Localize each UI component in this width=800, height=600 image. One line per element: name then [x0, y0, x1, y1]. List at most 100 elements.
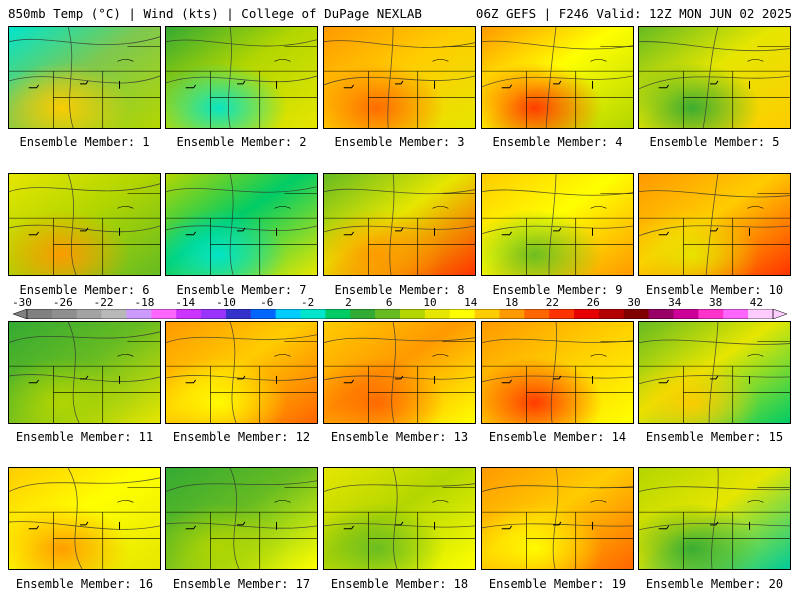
ensemble-map-8: [323, 173, 476, 276]
colorbar-swatch: [176, 309, 202, 319]
ensemble-map-12: [165, 321, 318, 424]
colorbar-tick-label: -2: [300, 296, 315, 309]
colorbar-tick-label: 42: [749, 296, 764, 309]
colorbar-tick-label: 6: [385, 296, 393, 309]
wind-barbs: [343, 80, 436, 89]
ensemble-map-15: [638, 321, 791, 424]
wind-barbs: [501, 521, 594, 530]
colorbar-tick-label: 10: [423, 296, 437, 309]
temperature-colorbar: [13, 309, 787, 319]
member-caption-10: Ensemble Member: 10: [645, 283, 784, 297]
colorbar-swatch: [350, 309, 376, 319]
member-caption-11: Ensemble Member: 11: [15, 430, 154, 444]
state-borders: [166, 46, 317, 128]
state-borders: [324, 193, 475, 275]
member-caption-12: Ensemble Member: 12: [172, 430, 311, 444]
height-contours: [639, 322, 790, 423]
member-caption-16: Ensemble Member: 16: [15, 577, 154, 591]
colorbar-swatch: [300, 309, 326, 319]
height-contours: [166, 27, 317, 128]
colorbar-swatch: [424, 309, 451, 319]
wind-barbs: [501, 227, 594, 236]
member-caption-7: Ensemble Member: 7: [176, 283, 307, 297]
height-contours: [639, 27, 790, 128]
ensemble-map-17: [165, 467, 318, 570]
colorbar-swatch: [549, 309, 575, 319]
wind-barbs: [185, 521, 278, 530]
colorbar-tick-label: -14: [175, 296, 196, 309]
warm-core: [324, 322, 475, 423]
ensemble-map-9: [481, 173, 634, 276]
state-borders: [9, 341, 160, 423]
colorbar-tick-label: -30: [12, 296, 32, 309]
colorbar-swatch: [748, 309, 774, 319]
state-borders: [9, 46, 160, 128]
colorbar-swatch: [598, 309, 625, 319]
ensemble-map-3: [323, 26, 476, 129]
chart-header-left: 850mb Temp (°C) | Wind (kts) | College o…: [8, 6, 422, 21]
state-borders: [166, 341, 317, 423]
colorbar-tick-label: -22: [93, 296, 114, 309]
warm-core: [166, 27, 317, 128]
height-contours: [324, 27, 475, 128]
colorbar-swatch: [250, 309, 276, 319]
height-contours: [166, 468, 317, 569]
chart-header-right: 06Z GEFS | F246 Valid: 12Z MON JUN 02 20…: [475, 6, 792, 21]
colorbar-tick-label: 14: [464, 296, 478, 309]
colorbar-tick-label: 2: [345, 296, 352, 309]
warm-core: [166, 322, 317, 423]
height-contours: [9, 27, 160, 128]
member-caption-4: Ensemble Member: 4: [492, 135, 623, 149]
colorbar-max-arrow: [772, 309, 787, 319]
warm-core: [9, 174, 160, 275]
state-borders: [9, 487, 160, 569]
ensemble-map-1: [8, 26, 161, 129]
colorbar-swatch: [27, 309, 53, 319]
warm-core: [9, 322, 160, 423]
colorbar-swatch: [524, 309, 550, 319]
height-contours: [166, 174, 317, 275]
member-caption-14: Ensemble Member: 14: [488, 430, 627, 444]
member-caption-17: Ensemble Member: 17: [172, 577, 311, 591]
colorbar-tick-label: -6: [260, 296, 274, 309]
colorbar-swatch: [325, 309, 351, 319]
colorbar-tick-label: 18: [504, 296, 519, 309]
ensemble-map-14: [481, 321, 634, 424]
member-caption-6: Ensemble Member: 6: [19, 283, 150, 297]
colorbar-swatch: [375, 309, 401, 319]
colorbar-tick-label: 22: [545, 296, 560, 309]
state-borders: [482, 46, 633, 128]
ensemble-map-13: [323, 321, 476, 424]
wind-barbs: [658, 80, 751, 89]
colorbar-swatch: [474, 309, 500, 319]
warm-core: [324, 27, 475, 128]
wind-barbs: [343, 521, 436, 530]
colorbar-swatch: [673, 309, 699, 319]
warm-core: [9, 468, 160, 569]
colorbar-swatch: [151, 309, 177, 319]
height-contours: [324, 174, 475, 275]
ensemble-map-4: [481, 26, 634, 129]
member-caption-18: Ensemble Member: 18: [330, 577, 469, 591]
colorbar-tick-label: -10: [216, 296, 236, 309]
state-borders: [639, 193, 790, 275]
height-contours: [324, 322, 475, 423]
member-caption-13: Ensemble Member: 13: [330, 430, 469, 444]
ensemble-map-18: [323, 467, 476, 570]
wind-barbs: [501, 80, 594, 89]
member-caption-19: Ensemble Member: 19: [488, 577, 627, 591]
warm-core: [639, 468, 790, 569]
ensemble-map-2: [165, 26, 318, 129]
ensemble-map-20: [638, 467, 791, 570]
colorbar-tick-label: 38: [708, 296, 723, 309]
height-contours: [639, 174, 790, 275]
wind-barbs: [185, 227, 278, 236]
height-contours: [9, 174, 160, 275]
wind-barbs: [658, 521, 751, 530]
member-caption-20: Ensemble Member: 20: [645, 577, 784, 591]
state-borders: [639, 487, 790, 569]
state-borders: [639, 46, 790, 128]
wind-barbs: [185, 375, 278, 384]
wind-barbs: [185, 80, 278, 89]
ensemble-map-16: [8, 467, 161, 570]
